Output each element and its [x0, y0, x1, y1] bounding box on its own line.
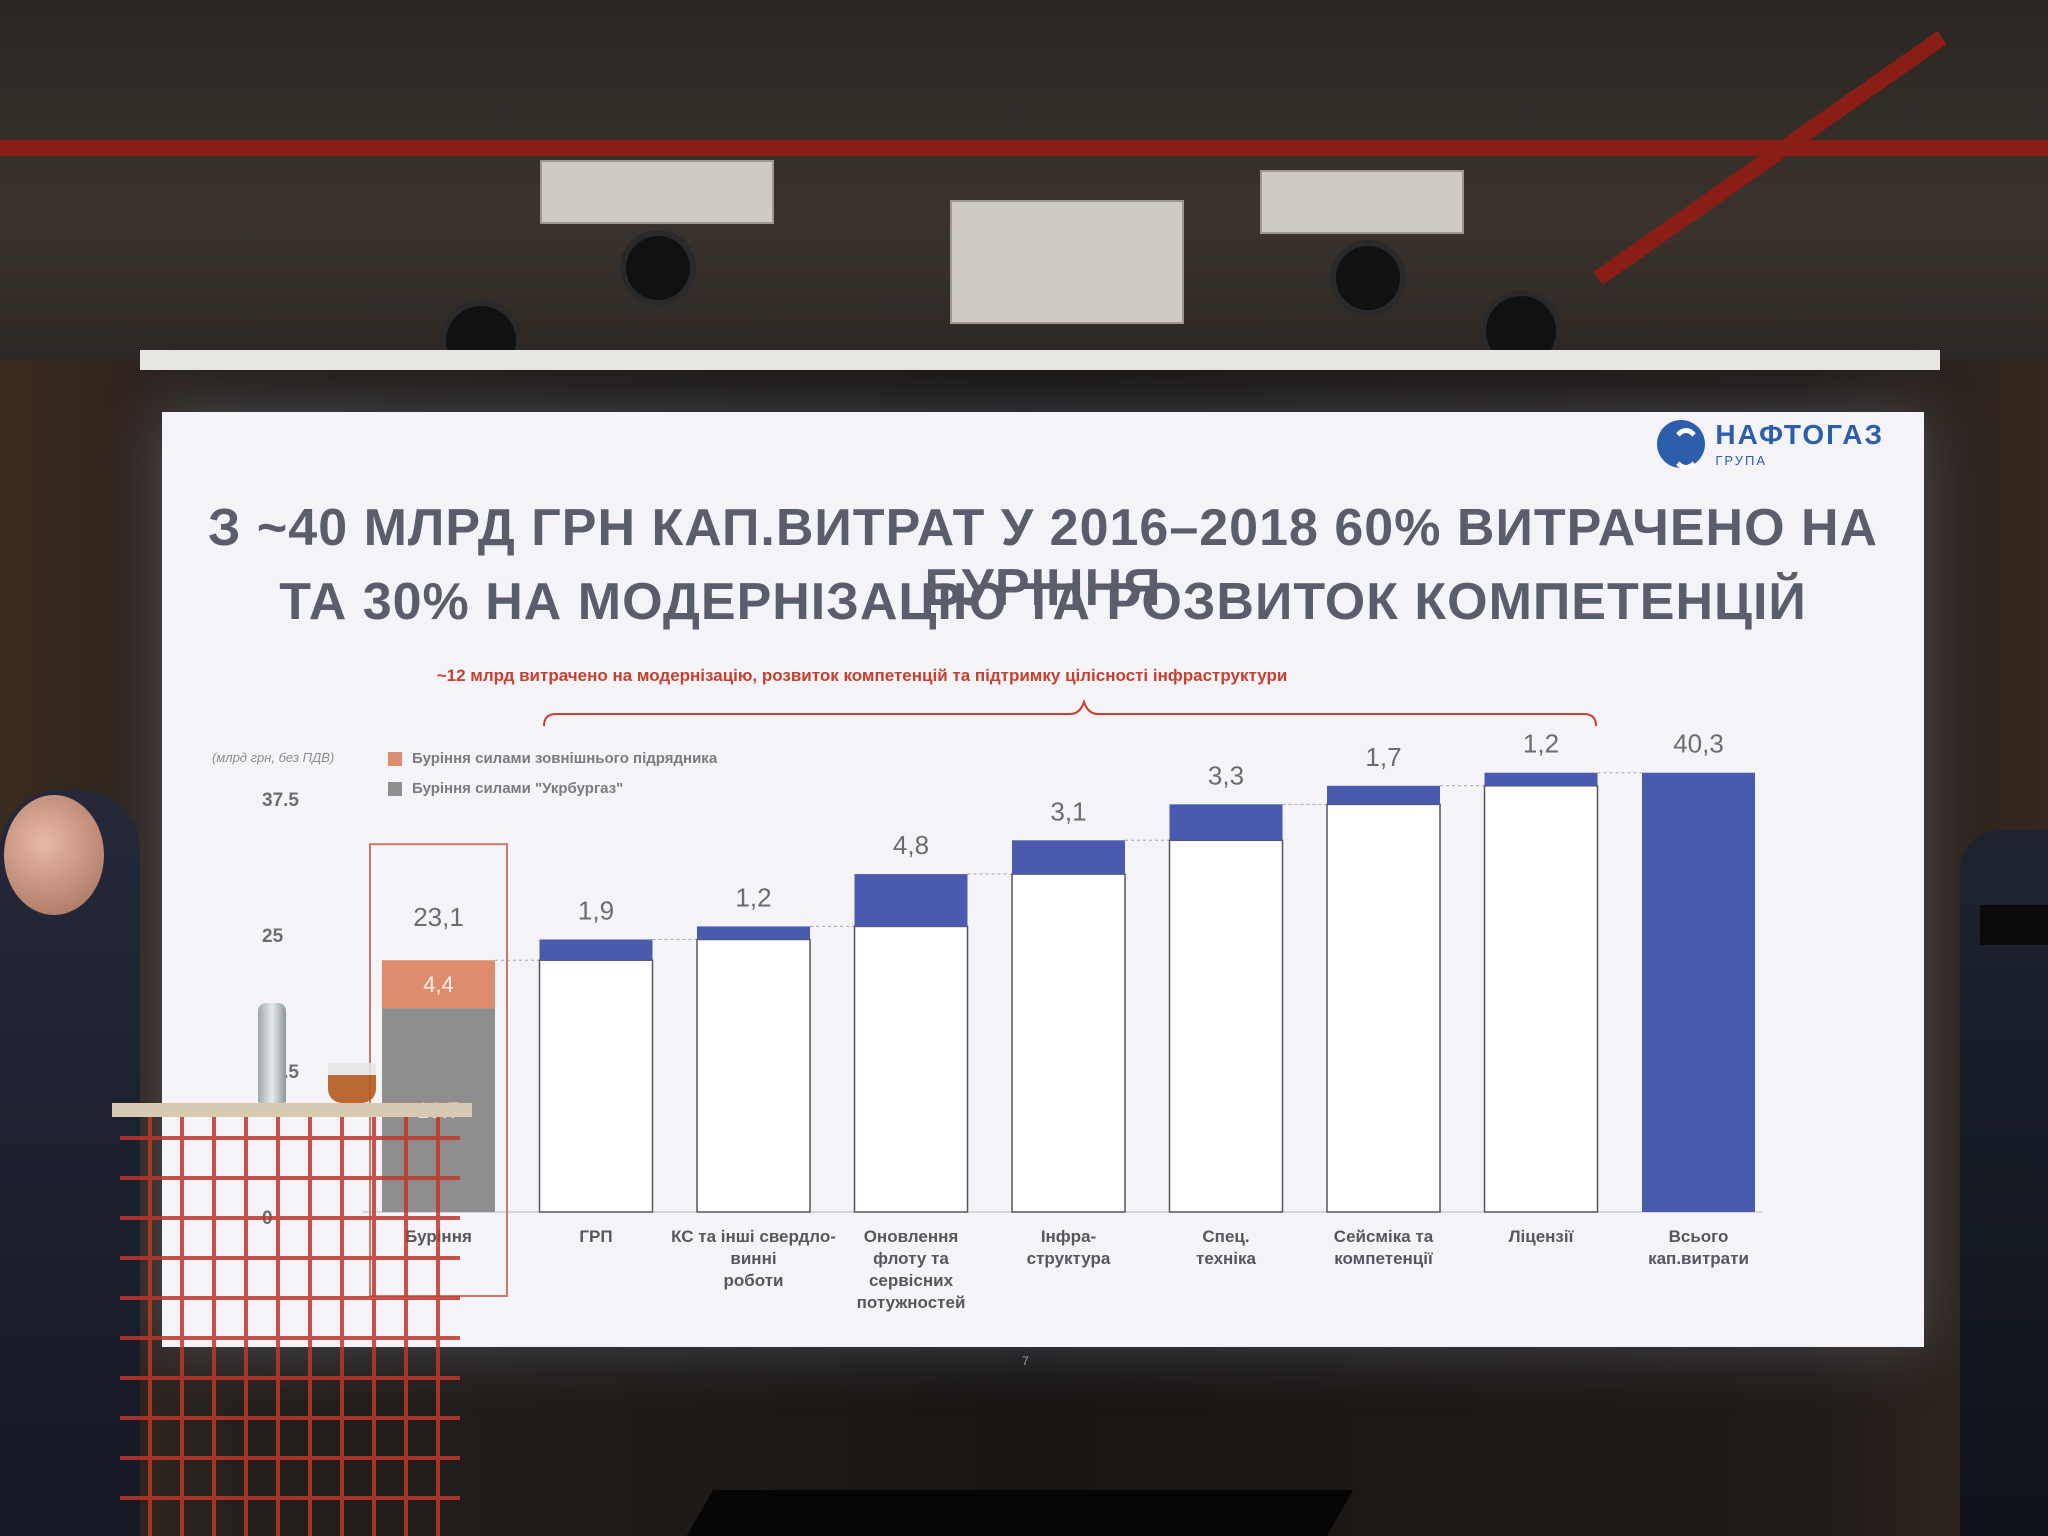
bar-contractor — [382, 960, 495, 1009]
category-label: техніка — [1196, 1249, 1257, 1268]
red-pipe-diagonal — [1593, 30, 1947, 286]
slide-title-line-1: З ~40 МЛРД ГРН КАП.ВИТРАТ У 2016–2018 60… — [207, 499, 1879, 617]
presenter-head — [4, 795, 104, 915]
stage-light — [1330, 240, 1406, 316]
data-label-step: 1,9 — [578, 896, 614, 926]
category-label: структура — [1027, 1249, 1111, 1268]
podium-table-top — [112, 1103, 472, 1117]
category-label: Інфра- — [1041, 1227, 1096, 1246]
category-label: винні — [730, 1249, 776, 1268]
red-pipe — [0, 140, 2048, 156]
naftogaz-logo: НАФТОГАЗ ГРУПА — [1657, 418, 1884, 470]
legend-item-ukrburgaz: Буріння силами "Укрбургаз" — [388, 780, 623, 797]
floor-shadow — [686, 1490, 1354, 1536]
chart-subtitle: ~12 млрд витрачено на модернізацію, розв… — [436, 666, 1288, 685]
ceiling-panel — [950, 200, 1184, 324]
y-tick-label: 25 — [262, 926, 284, 947]
bar-increment — [1169, 804, 1283, 841]
category-label: Спец. — [1202, 1227, 1249, 1246]
category-label: КС та інші свердло- — [671, 1227, 836, 1246]
category-label: флоту та — [873, 1249, 949, 1268]
category-label: Оновлення — [864, 1227, 959, 1246]
slide-title-line-2: ТА 30% НА МОДЕРНІЗАЦІЮ ТА РОЗВИТОК КОМПЕ… — [279, 573, 1807, 631]
bar-base-white — [1326, 803, 1441, 1213]
video-camera — [1980, 905, 2048, 945]
data-label-step: 3,1 — [1050, 796, 1086, 826]
page-number-text: 7 — [1022, 1354, 1029, 1368]
logo-subtitle: ГРУПА — [1715, 452, 1768, 468]
data-label-step: 1,2 — [735, 882, 771, 912]
bar-base-white — [696, 938, 811, 1213]
legend-swatch-gray — [388, 781, 402, 796]
water-bottle — [258, 1003, 286, 1103]
page-number: 7 — [1022, 1352, 1029, 1370]
data-label-step: 4,8 — [893, 830, 929, 860]
podium-table-frame — [120, 1117, 460, 1536]
air-vent — [1260, 170, 1464, 234]
room-ceiling — [0, 0, 2048, 382]
screen-frame — [140, 350, 1940, 370]
category-label: кап.витрати — [1648, 1249, 1749, 1268]
bar-increment — [539, 939, 653, 961]
bar-base-white — [1483, 785, 1599, 1213]
logo-name: НАФТОГАЗ — [1715, 418, 1884, 450]
category-label: Сейсміка та — [1334, 1227, 1434, 1246]
bar-increment — [1012, 840, 1125, 875]
bar-base-white — [1011, 873, 1126, 1213]
legend-label: Буріння силами зовнішнього підрядника — [412, 750, 718, 767]
data-label-step: 1,2 — [1523, 729, 1559, 759]
bar-base-white — [1168, 839, 1284, 1213]
bar-base-white — [853, 925, 969, 1213]
category-label: потужностей — [857, 1293, 966, 1312]
data-label-step: 1,7 — [1365, 742, 1401, 772]
bar-increment — [1327, 785, 1440, 805]
bar-base-white — [538, 959, 654, 1213]
category-label: Всього — [1669, 1227, 1729, 1246]
air-vent — [540, 160, 774, 224]
category-label: сервісних — [869, 1271, 954, 1290]
data-label-total: 40,3 — [1673, 729, 1724, 759]
unit-label: (млрд грн, без ПДВ) — [212, 750, 335, 765]
subtitle-bracket — [543, 698, 1597, 727]
data-label-drilling-total: 23,1 — [413, 902, 464, 932]
legend-label: Буріння силами "Укрбургаз" — [412, 780, 624, 797]
category-label: компетенції — [1334, 1249, 1434, 1268]
camera-operator — [1960, 830, 2048, 1536]
bar-increment — [697, 926, 810, 940]
category-label: роботи — [723, 1271, 783, 1290]
bar-increment — [854, 874, 968, 927]
legend-item-contractor: Буріння силами зовнішнього підрядника — [388, 750, 717, 767]
category-label: ГРП — [579, 1227, 612, 1246]
bar-total — [1642, 772, 1755, 1212]
bar-increment — [1484, 772, 1598, 786]
naftogaz-logo-icon — [1657, 420, 1706, 470]
stage-light — [620, 230, 696, 306]
tea-glass — [328, 1063, 376, 1103]
data-label-step: 3,3 — [1208, 760, 1244, 790]
data-label-contractor: 4,4 — [423, 972, 454, 997]
y-tick-label: 37.5 — [262, 790, 299, 811]
category-label: Ліцензії — [1509, 1227, 1575, 1246]
presenter-body — [0, 790, 140, 1536]
legend-swatch-orange — [388, 751, 402, 766]
